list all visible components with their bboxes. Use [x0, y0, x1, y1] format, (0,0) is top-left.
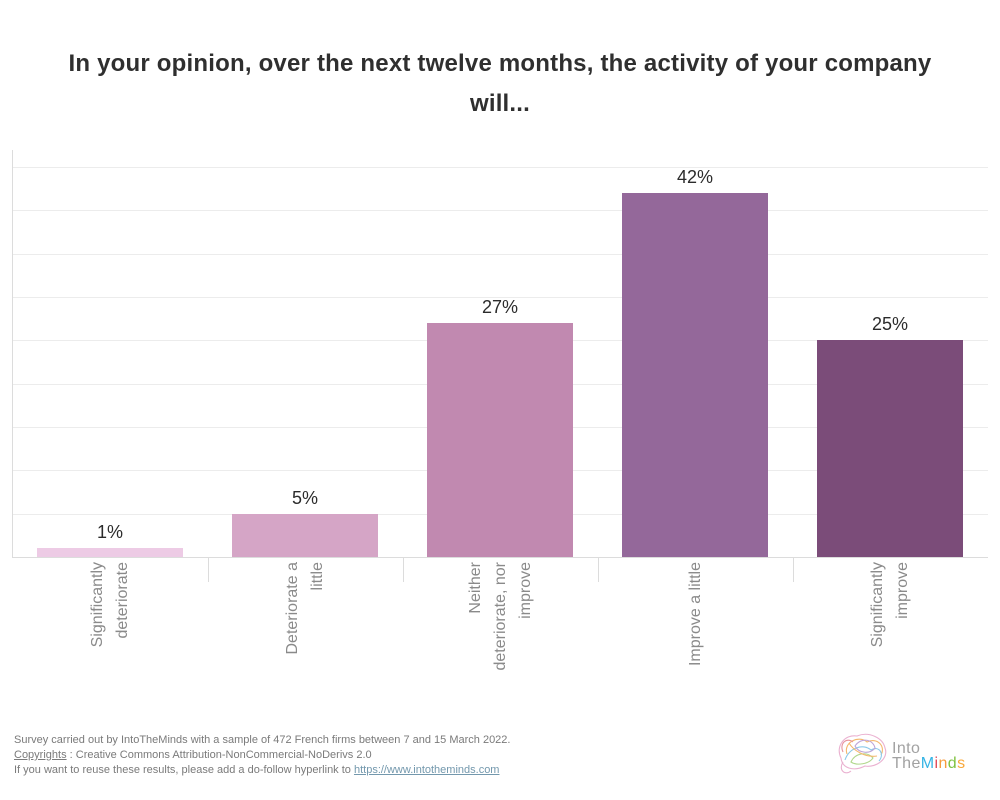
category-label-line: Neither: [466, 562, 484, 614]
bar-1[interactable]: [37, 548, 183, 557]
footer: Survey carried out by IntoTheMinds with …: [14, 733, 510, 778]
category-label-line: Deteriorate a: [284, 562, 301, 655]
category-label-line: little: [309, 562, 326, 591]
chart-title-line-2: will...: [469, 90, 531, 117]
footer-copyright-line: Copyrights : Creative Commons Attributio…: [14, 748, 510, 763]
bar-4[interactable]: [622, 192, 768, 557]
logo-text: Into TheMinds: [892, 740, 966, 772]
bar-chart: 1% Significantly deteriorate 5% Deteriorate …: [12, 150, 988, 712]
bar-5[interactable]: [817, 340, 963, 557]
footer-survey-line: Survey carried out by IntoTheMinds with …: [14, 734, 511, 746]
category-tick: [597, 557, 599, 582]
chart-title-line-1: In your opinion, over the next twelve mo…: [68, 50, 932, 77]
footer-reuse-text: If you want to reuse these results, plea…: [14, 764, 354, 776]
bar-value-label: 27%: [481, 296, 519, 317]
category-label: Deteriorate a little: [280, 562, 330, 712]
logo-word-minds: Minds: [921, 755, 966, 772]
category-label-line: Significantly: [89, 562, 106, 648]
logo-letter: s: [957, 755, 966, 772]
category-label-line: improve: [894, 562, 911, 619]
category-label: Neither deteriorate, nor improve: [463, 562, 538, 712]
logo-letter: M: [920, 755, 935, 772]
category-label-line: Significantly: [869, 562, 886, 648]
bar-2[interactable]: [232, 513, 378, 557]
category-label: Significantly deteriorate: [85, 562, 135, 712]
gridline: [12, 210, 988, 212]
footer-copyright-text: : Creative Commons Attribution-NonCommer…: [66, 749, 372, 761]
logo-letter: d: [947, 755, 958, 772]
bar-value-label: 25%: [871, 314, 909, 335]
brain-scribble-icon: [838, 733, 887, 774]
bar-3[interactable]: [427, 322, 573, 557]
x-axis-line: [12, 557, 988, 558]
category-label: Significantly improve: [865, 562, 915, 712]
gridline: [12, 166, 988, 168]
gridline: [12, 253, 988, 255]
category-tick: [792, 557, 794, 582]
footer-reuse-line: If you want to reuse these results, plea…: [14, 763, 510, 778]
logo-letter: n: [938, 755, 948, 772]
gridline: [12, 296, 988, 298]
intotheminds-logo: Into TheMinds: [833, 726, 993, 792]
logo-word-theminds: TheMinds: [892, 755, 966, 772]
y-axis-line: [12, 150, 13, 557]
bar-value-label: 1%: [96, 522, 123, 543]
chart-title: In your opinion, over the next twelve mo…: [0, 44, 1000, 124]
category-label-line: Improve a little: [686, 562, 704, 667]
copyrights-link[interactable]: Copyrights: [14, 749, 67, 761]
intotheminds-url-link[interactable]: https://www.intotheminds.com: [353, 764, 500, 776]
category-label: Improve a little: [683, 562, 708, 712]
category-tick: [207, 557, 209, 582]
logo-word-the: The: [892, 755, 921, 772]
logo-word-into: Into: [892, 740, 921, 757]
category-tick: [402, 557, 404, 582]
category-label-line: deteriorate: [114, 562, 131, 639]
bar-value-label: 42%: [676, 166, 714, 187]
logo-letter: i: [934, 755, 939, 772]
category-label-line: improve: [516, 562, 534, 619]
bar-value-label: 5%: [291, 487, 318, 508]
category-label-line: deteriorate, nor: [491, 562, 509, 671]
